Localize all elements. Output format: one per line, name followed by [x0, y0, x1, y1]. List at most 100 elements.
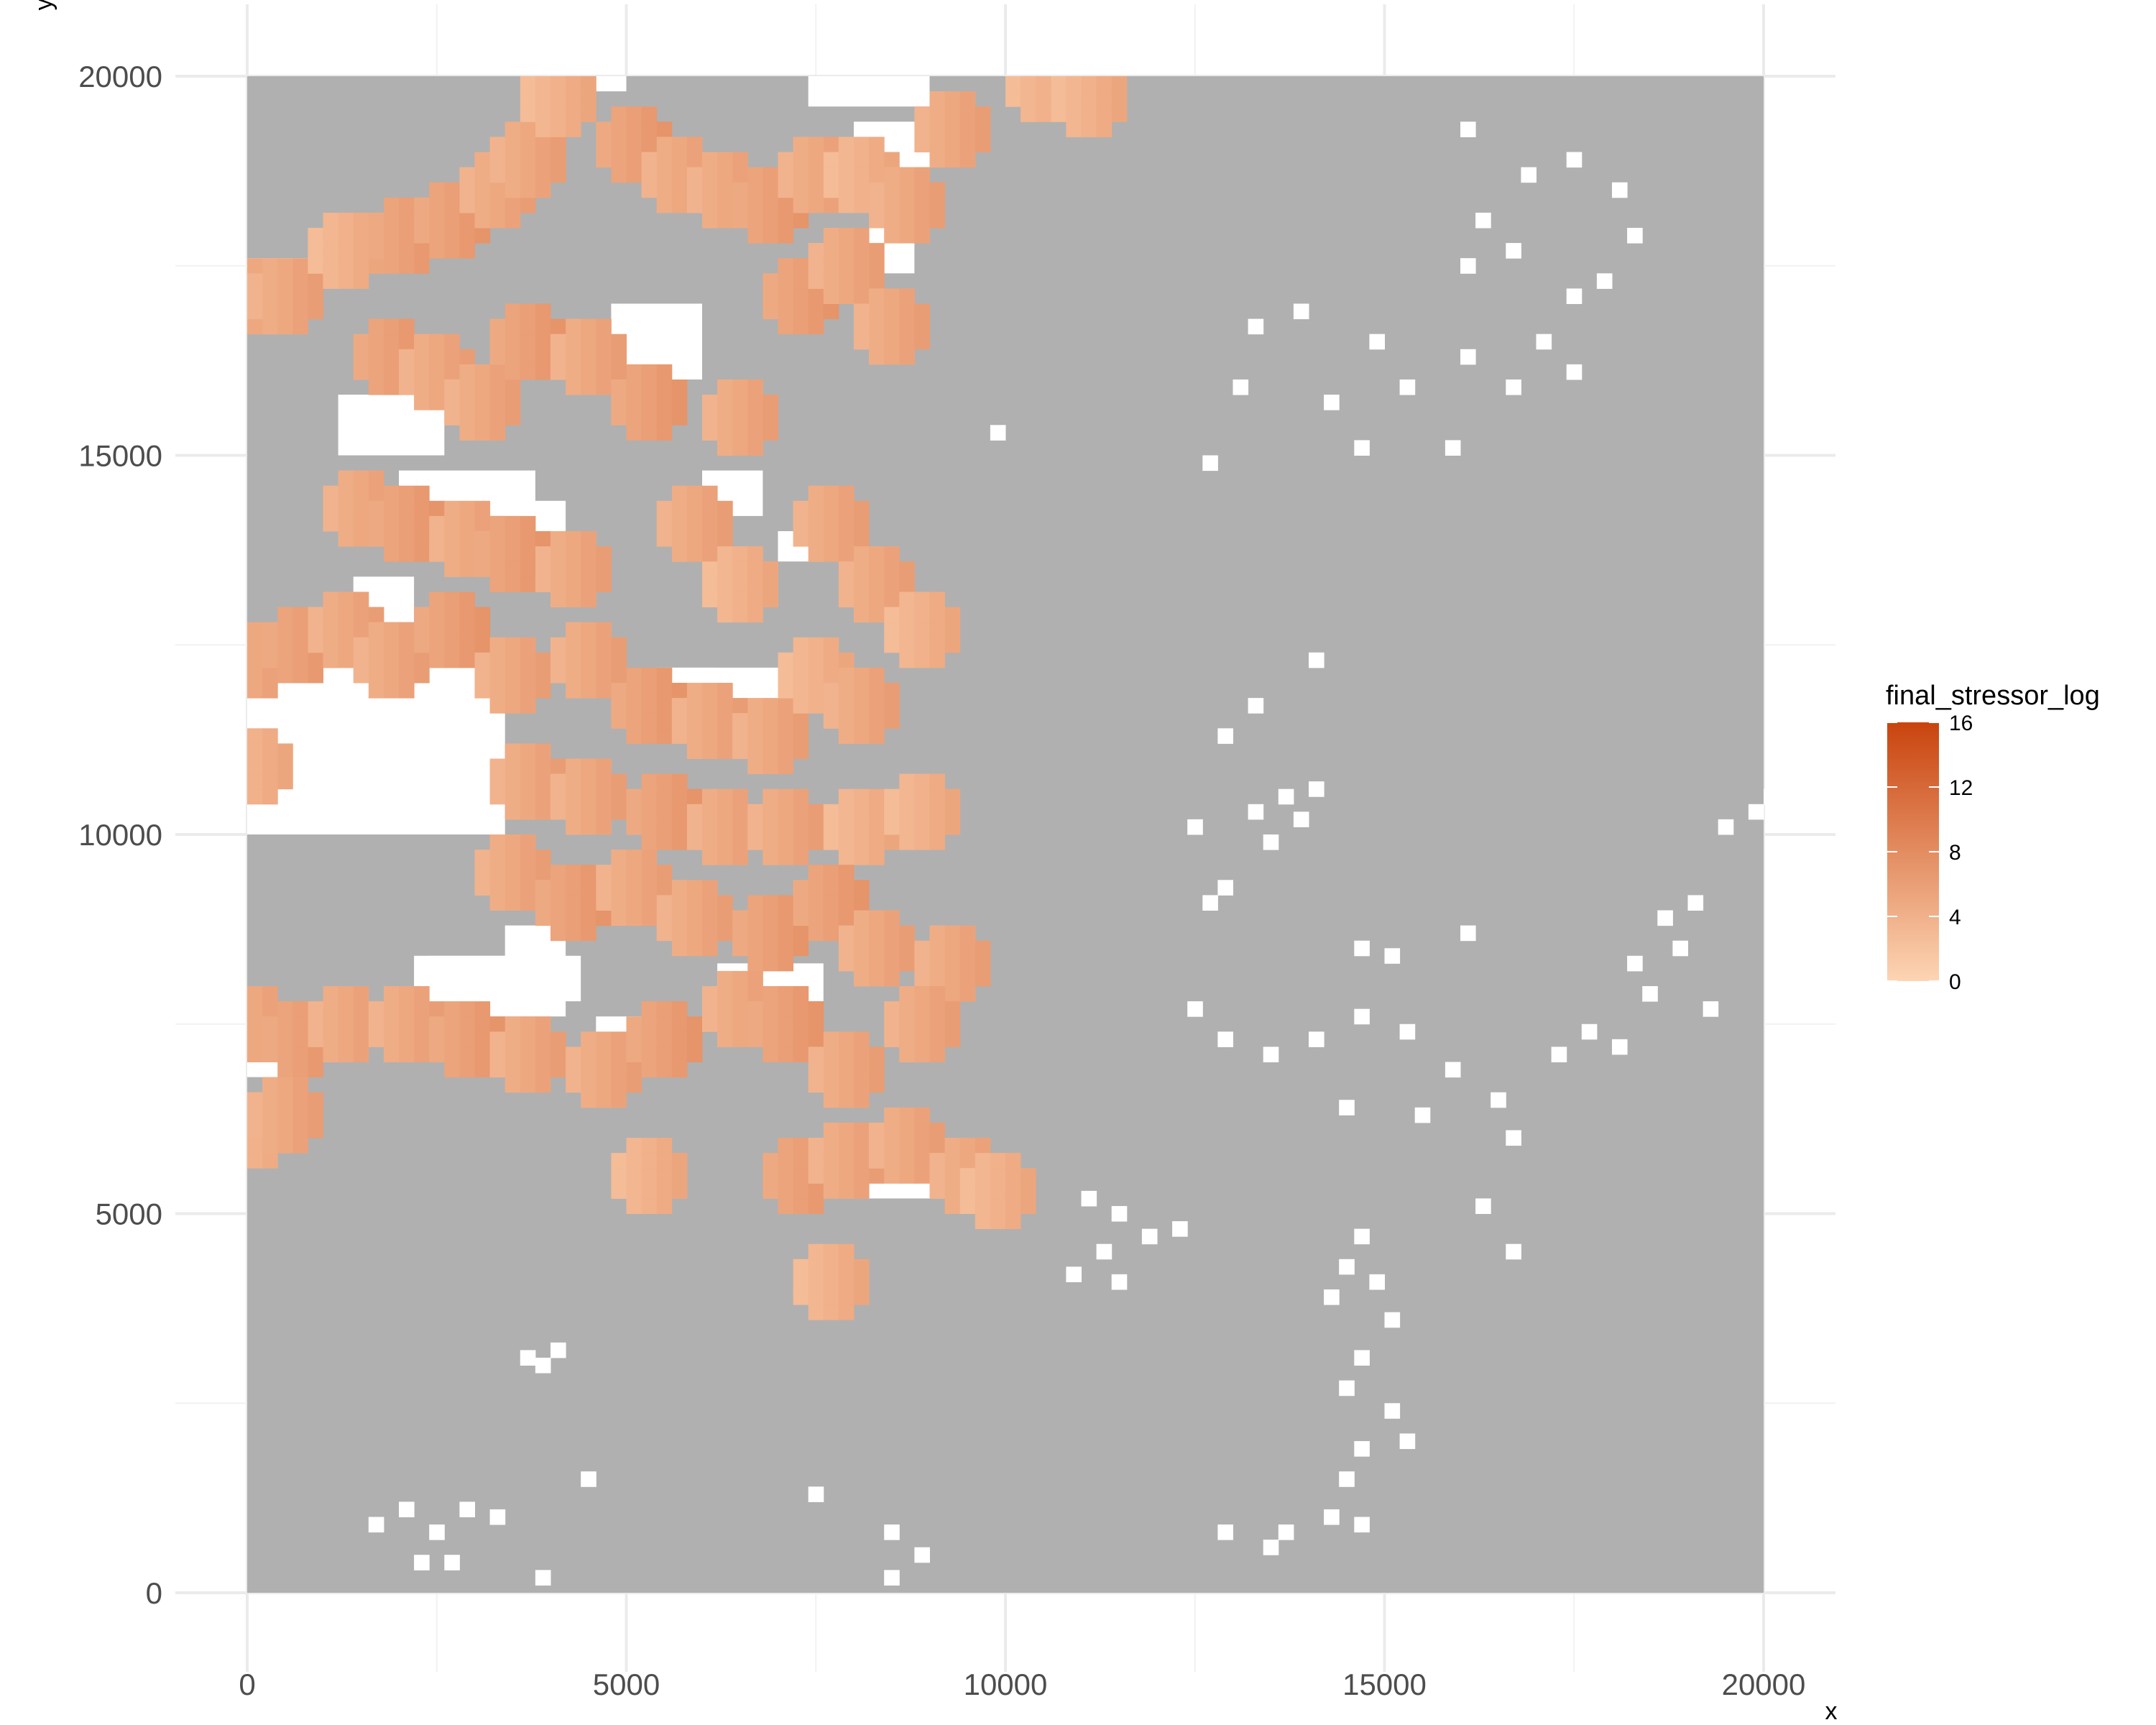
- stressor-cell: [793, 1001, 809, 1017]
- stressor-cell: [884, 212, 900, 229]
- stressor-cell: [414, 515, 430, 532]
- stressor-cell: [884, 1122, 900, 1138]
- stressor-cell: [686, 485, 703, 502]
- stressor-cell: [505, 364, 521, 380]
- stressor-cell: [520, 667, 536, 684]
- stressor-cell: [808, 243, 824, 259]
- stressor-cell: [763, 1183, 778, 1199]
- stressor-cell: [444, 637, 460, 653]
- stressor-cell: [717, 970, 733, 987]
- stressor-cell: [535, 850, 551, 865]
- stressor-cell: [884, 1138, 900, 1154]
- stressor-cell: [459, 228, 475, 244]
- stressor-cell: [929, 607, 946, 623]
- stressor-cell: [626, 1138, 642, 1154]
- empty-cell: [1369, 334, 1385, 350]
- stressor-cell: [914, 637, 930, 653]
- stressor-cell: [262, 986, 278, 1002]
- stressor-cell: [444, 592, 460, 607]
- stressor-cell: [444, 182, 460, 198]
- stressor-cell: [914, 1046, 930, 1062]
- stressor-cell: [899, 1168, 915, 1184]
- stressor-cell: [732, 410, 748, 426]
- stressor-cell: [1081, 121, 1097, 137]
- stressor-cell: [520, 1016, 536, 1032]
- stressor-cell: [550, 121, 566, 137]
- stressor-cell: [869, 1046, 885, 1062]
- stressor-cell: [489, 683, 506, 699]
- stressor-cell: [489, 137, 506, 152]
- legend-tick-label: 4: [1949, 906, 1961, 929]
- stressor-cell: [399, 334, 415, 350]
- stressor-cell: [914, 197, 930, 213]
- stressor-cell: [489, 652, 506, 668]
- stressor-cell: [763, 955, 778, 972]
- empty-cell: [1217, 880, 1233, 896]
- stressor-cell: [732, 197, 748, 213]
- stressor-cell: [686, 152, 703, 168]
- stressor-cell: [489, 1031, 506, 1047]
- stressor-cell: [520, 531, 536, 547]
- stressor-cell: [914, 137, 930, 152]
- stressor-cell: [793, 531, 809, 547]
- stressor-cell: [611, 804, 627, 820]
- stressor-cell: [944, 607, 961, 623]
- stressor-cell: [520, 137, 536, 152]
- stressor-cell: [368, 243, 384, 259]
- stressor-cell: [626, 804, 642, 820]
- empty-cell-patch: [429, 955, 581, 1002]
- stressor-cell: [808, 531, 824, 547]
- stressor-cell: [566, 910, 581, 926]
- stressor-cell: [686, 698, 703, 714]
- stressor-cell: [414, 607, 430, 623]
- empty-cell: [1506, 1130, 1521, 1146]
- stressor-cell: [641, 1168, 658, 1184]
- stressor-cell: [959, 986, 976, 1002]
- stressor-cell: [869, 940, 885, 957]
- stressor-cell: [686, 182, 703, 198]
- stressor-cell: [626, 106, 642, 122]
- empty-cell: [1263, 1540, 1279, 1555]
- stressor-cell: [778, 1046, 794, 1062]
- stressor-cell: [535, 880, 551, 896]
- stressor-cell: [929, 182, 946, 198]
- stressor-cell: [763, 1031, 778, 1047]
- stressor-cell: [686, 895, 703, 911]
- stressor-cell: [626, 713, 642, 729]
- stressor-cell: [656, 1183, 673, 1199]
- stressor-cell: [520, 197, 536, 213]
- stressor-cell: [535, 561, 551, 577]
- stressor-cell: [353, 986, 369, 1002]
- stressor-cell: [944, 1138, 961, 1154]
- stressor-cell: [368, 1001, 384, 1017]
- stressor-cell: [869, 698, 885, 714]
- stressor-cell: [550, 531, 566, 547]
- stressor-cell: [505, 197, 521, 213]
- stressor-cell: [262, 1031, 278, 1047]
- stressor-cell: [778, 743, 794, 759]
- stressor-cell: [535, 318, 551, 335]
- stressor-cell: [884, 622, 900, 638]
- stressor-cell: [596, 1077, 612, 1093]
- stressor-cell: [581, 637, 596, 653]
- stressor-cell: [581, 1092, 596, 1108]
- stressor-cell: [262, 303, 278, 320]
- empty-cell: [1536, 334, 1552, 350]
- stressor-cell: [338, 637, 354, 653]
- stressor-cell: [717, 925, 733, 942]
- stressor-cell: [641, 1198, 658, 1214]
- stressor-cell: [671, 910, 688, 926]
- stressor-cell: [505, 652, 521, 668]
- stressor-cell: [308, 622, 323, 638]
- stressor-cell: [368, 683, 384, 699]
- stressor-cell: [702, 182, 718, 198]
- stressor-cell: [869, 925, 885, 942]
- empty-cell: [1764, 788, 1779, 805]
- stressor-cell: [793, 137, 809, 152]
- stressor-cell: [474, 637, 491, 653]
- stressor-cell: [717, 561, 733, 577]
- stressor-cell: [262, 788, 278, 805]
- stressor-cell: [944, 970, 961, 987]
- stressor-cell: [596, 788, 612, 805]
- stressor-cell: [702, 592, 718, 607]
